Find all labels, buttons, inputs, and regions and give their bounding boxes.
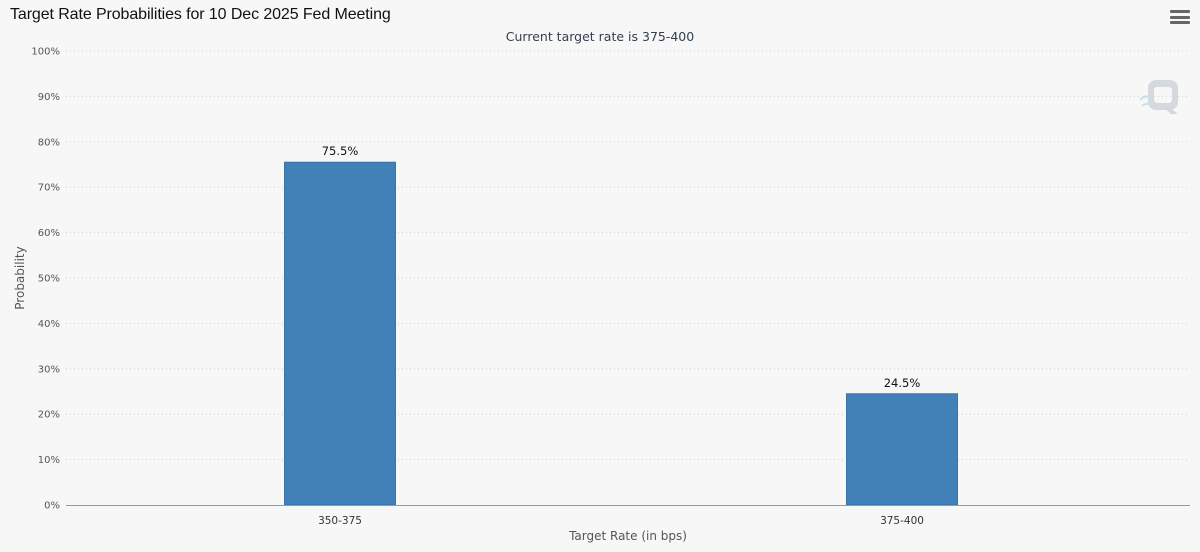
y-tick-label: 90% — [38, 92, 60, 103]
chart-subtitle: Current target rate is 375-400 — [505, 29, 695, 44]
y-tick-label: 20% — [38, 410, 60, 421]
x-category-label: 375-400 — [880, 515, 924, 527]
y-tick-label: 70% — [38, 183, 60, 194]
y-tick-label: 60% — [38, 228, 60, 239]
data-labels: 75.5% 24.5% — [322, 144, 921, 390]
y-tick-label: 100% — [31, 47, 60, 58]
y-tick-label: 50% — [38, 274, 60, 285]
x-axis-title: Target Rate (in bps) — [568, 529, 687, 543]
x-category-label: 350-375 — [318, 515, 362, 527]
grid-lines — [66, 50, 1190, 461]
y-tick-label: 30% — [38, 364, 60, 375]
data-label: 75.5% — [322, 144, 359, 158]
y-axis-title: Probability — [13, 246, 27, 309]
y-tick-label: 80% — [38, 137, 60, 148]
y-tick-labels: 0% 10% 20% 30% 40% 50% 60% 70% 80% 90% 100% — [31, 47, 60, 512]
y-tick-label: 40% — [38, 319, 60, 330]
data-label: 24.5% — [884, 376, 921, 390]
q-logo-icon — [1139, 80, 1178, 114]
bars — [284, 161, 958, 506]
bar-350-375[interactable] — [284, 161, 396, 506]
bar-375-400[interactable] — [846, 393, 958, 506]
y-tick-label: 0% — [44, 501, 60, 512]
x-category-labels: 350-375 375-400 — [318, 515, 924, 527]
y-tick-label: 10% — [38, 455, 60, 466]
page-title: Target Rate Probabilities for 10 Dec 202… — [10, 6, 391, 23]
hamburger-menu-icon[interactable] — [1170, 10, 1190, 26]
